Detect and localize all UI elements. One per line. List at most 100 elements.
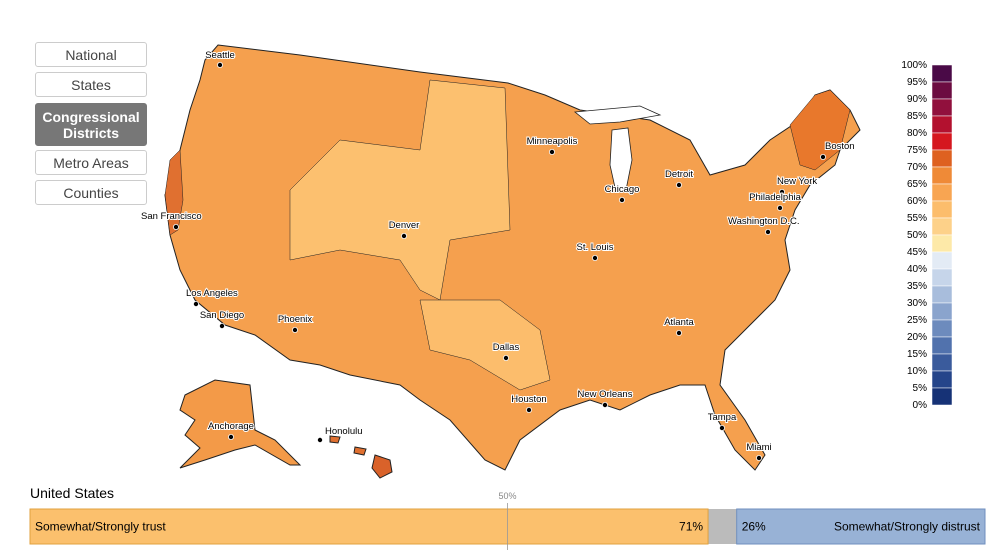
legend-label: 30% — [907, 298, 927, 309]
legend-swatch — [931, 251, 953, 270]
legend-swatch — [931, 132, 953, 151]
legend-label: 100% — [901, 60, 927, 71]
city-label: Honolulu — [325, 426, 363, 437]
city-dot — [765, 228, 772, 235]
city-dot — [602, 401, 609, 408]
city-dot — [549, 148, 556, 155]
legend-swatch — [931, 234, 953, 253]
map — [164, 44, 861, 479]
legend-label: 50% — [907, 230, 927, 241]
west-coast — [164, 149, 184, 236]
legend-swatch — [931, 166, 953, 185]
legend-swatch — [931, 81, 953, 100]
city-label: Tampa — [708, 412, 737, 423]
legend-swatch — [931, 370, 953, 389]
alaska — [179, 379, 302, 469]
city-dot — [172, 223, 179, 230]
legend-label: 25% — [907, 315, 927, 326]
city-dot — [777, 204, 784, 211]
hawaii-oahu — [329, 435, 341, 444]
legend-swatch — [931, 200, 953, 219]
city-dot — [526, 406, 533, 413]
legend-label: 20% — [907, 332, 927, 343]
city-dot — [592, 254, 599, 261]
city-dot — [216, 62, 223, 69]
legend-label: 40% — [907, 264, 927, 275]
legend-swatch — [931, 183, 953, 202]
legend-label: 15% — [907, 349, 927, 360]
distrust-label: Somewhat/Strongly distrust — [834, 520, 981, 534]
summary-title: United States — [30, 485, 114, 501]
hawaii-maui — [353, 446, 367, 456]
city-dot — [820, 153, 827, 160]
city-label: Minneapolis — [527, 136, 578, 147]
city-dot — [400, 232, 407, 239]
distrust-value: 26% — [742, 520, 766, 534]
south-region — [419, 299, 551, 391]
legend-label: 5% — [913, 383, 928, 394]
legend-label: 80% — [907, 128, 927, 139]
city-dot — [719, 424, 726, 431]
legend-swatch — [931, 336, 953, 355]
view-button[interactable]: Counties — [35, 180, 147, 205]
legend-label: 85% — [907, 111, 927, 122]
legend-label: 90% — [907, 94, 927, 105]
city-dot — [218, 322, 225, 329]
city-label: Miami — [746, 442, 771, 453]
legend-label: 10% — [907, 366, 927, 377]
legend-swatch — [931, 217, 953, 236]
distrust-bar — [736, 508, 986, 545]
city-dot — [502, 354, 509, 361]
city-label: Detroit — [665, 169, 693, 180]
legend-swatch — [931, 64, 953, 83]
trust-bar — [29, 508, 709, 545]
hawaii — [371, 454, 393, 479]
city-dot — [291, 326, 298, 333]
view-button[interactable]: Congressional Districts — [35, 103, 147, 146]
city-label: Washington D.C. — [728, 216, 799, 227]
legend-label: 0% — [913, 400, 928, 411]
city-label: Denver — [389, 220, 420, 231]
legend-label: 65% — [907, 179, 927, 190]
city-label: San Francisco — [141, 211, 202, 222]
trust-label: Somewhat/Strongly trust — [35, 520, 166, 534]
legend-swatch — [931, 302, 953, 321]
lake-michigan — [609, 127, 633, 193]
city-dot — [316, 436, 323, 443]
city-dot — [227, 433, 234, 440]
city-label: Dallas — [493, 342, 520, 353]
city-label: San Diego — [200, 310, 244, 321]
legend-label: 60% — [907, 196, 927, 207]
legend-swatch — [931, 319, 953, 338]
city-label: New Orleans — [578, 389, 633, 400]
midpoint-label: 50% — [498, 491, 516, 501]
legend-swatch — [931, 268, 953, 287]
legend-label: 35% — [907, 281, 927, 292]
city-label: Chicago — [605, 184, 640, 195]
city-label: Los Angeles — [186, 288, 238, 299]
legend-swatch — [931, 285, 953, 304]
city-label: New York — [777, 176, 817, 187]
city-label: Atlanta — [664, 317, 694, 328]
city-dot — [676, 181, 683, 188]
legend-swatch — [931, 115, 953, 134]
legend-label: 75% — [907, 145, 927, 156]
trust-value: 71% — [679, 520, 703, 534]
legend-swatch — [931, 149, 953, 168]
city-dot — [756, 454, 763, 461]
view-button[interactable]: States — [35, 72, 147, 97]
legend-swatch — [931, 98, 953, 117]
city-label: Seattle — [205, 50, 235, 61]
city-label: St. Louis — [577, 242, 614, 253]
view-button[interactable]: Metro Areas — [35, 150, 147, 175]
legend-label: 95% — [907, 77, 927, 88]
city-dot — [192, 300, 199, 307]
city-dot — [779, 188, 786, 195]
continental-us — [164, 44, 861, 471]
view-button[interactable]: National — [35, 42, 147, 67]
city-label: Phoenix — [278, 314, 313, 325]
lake-superior — [573, 105, 662, 125]
legend-label: 55% — [907, 213, 927, 224]
